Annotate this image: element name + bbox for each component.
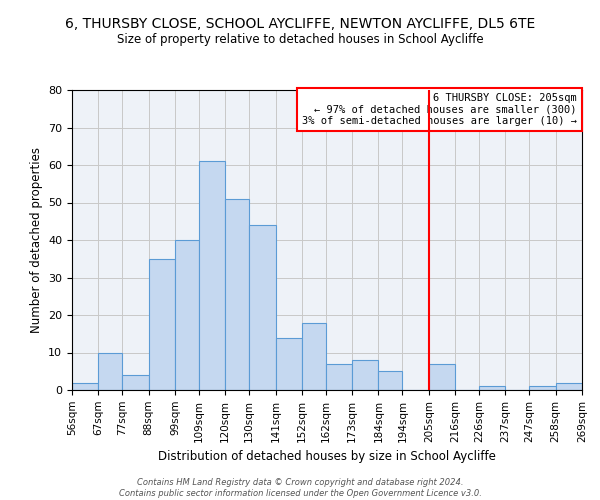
Bar (429, 364, 455, 390)
Bar (122, 375, 149, 390)
Text: 6 THURSBY CLOSE: 205sqm
← 97% of detached houses are smaller (300)
3% of semi-de: 6 THURSBY CLOSE: 205sqm ← 97% of detache… (302, 93, 577, 126)
Bar (379, 371, 403, 390)
Y-axis label: Number of detached properties: Number of detached properties (29, 147, 43, 333)
X-axis label: Distribution of detached houses by size in School Aycliffe: Distribution of detached houses by size … (158, 450, 496, 463)
Bar (479, 386, 505, 390)
Bar (225, 198, 249, 390)
Bar (175, 240, 199, 390)
Bar (249, 225, 275, 390)
Bar (326, 364, 352, 390)
Text: Contains HM Land Registry data © Crown copyright and database right 2024.
Contai: Contains HM Land Registry data © Crown c… (119, 478, 481, 498)
Bar (199, 161, 225, 390)
Bar (275, 338, 302, 390)
Text: Size of property relative to detached houses in School Aycliffe: Size of property relative to detached ho… (116, 32, 484, 46)
Bar (352, 360, 379, 390)
Bar (302, 322, 326, 390)
Bar (98, 352, 122, 390)
Bar (149, 259, 175, 390)
Bar (529, 386, 556, 390)
Bar (556, 382, 582, 390)
Bar (72, 382, 98, 390)
Text: 6, THURSBY CLOSE, SCHOOL AYCLIFFE, NEWTON AYCLIFFE, DL5 6TE: 6, THURSBY CLOSE, SCHOOL AYCLIFFE, NEWTO… (65, 18, 535, 32)
